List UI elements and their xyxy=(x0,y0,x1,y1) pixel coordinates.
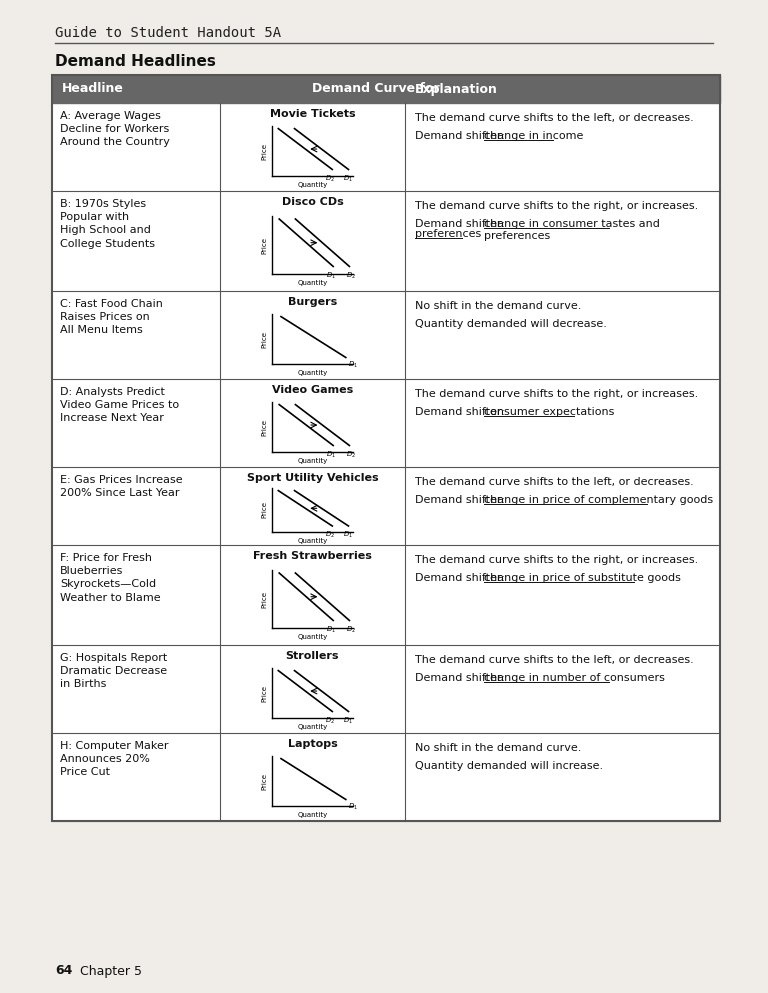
Bar xyxy=(52,467,720,545)
Text: Quantity: Quantity xyxy=(297,370,328,376)
Text: The demand curve shifts to the left, or decreases.: The demand curve shifts to the left, or … xyxy=(415,113,694,123)
Text: H: Computer Maker
Announces 20%
Price Cut: H: Computer Maker Announces 20% Price Cu… xyxy=(60,741,168,778)
Text: No shift in the demand curve.: No shift in the demand curve. xyxy=(415,301,581,311)
Bar xyxy=(52,379,720,467)
Text: $D_1$: $D_1$ xyxy=(343,174,353,184)
Bar xyxy=(52,291,720,379)
Text: change in number of consumers: change in number of consumers xyxy=(484,673,664,683)
Text: Quantity: Quantity xyxy=(297,182,328,189)
Text: $D_2$: $D_2$ xyxy=(326,716,336,726)
Text: F: Price for Fresh
Blueberries
Skyrockets—Cold
Weather to Blame: F: Price for Fresh Blueberries Skyrocket… xyxy=(60,553,161,603)
Text: Movie Tickets: Movie Tickets xyxy=(270,109,356,119)
Text: Demand shifter:: Demand shifter: xyxy=(415,219,508,229)
Text: Quantity: Quantity xyxy=(297,280,328,286)
Bar xyxy=(52,75,720,821)
Bar xyxy=(52,545,720,645)
Text: preferences: preferences xyxy=(415,229,482,239)
Text: Quantity: Quantity xyxy=(297,724,328,730)
Text: Disco CDs: Disco CDs xyxy=(282,197,343,207)
Text: Laptops: Laptops xyxy=(288,739,337,749)
Text: $D_2$: $D_2$ xyxy=(346,450,356,460)
Text: B: 1970s Styles
Popular with
High School and
College Students: B: 1970s Styles Popular with High School… xyxy=(60,199,155,248)
Text: Quantity: Quantity xyxy=(297,812,328,818)
Text: E: Gas Prices Increase
200% Since Last Year: E: Gas Prices Increase 200% Since Last Y… xyxy=(60,475,183,498)
Bar xyxy=(52,733,720,821)
Text: Quantity demanded will increase.: Quantity demanded will increase. xyxy=(415,761,603,771)
Text: $D_2$: $D_2$ xyxy=(326,530,336,540)
Bar xyxy=(52,75,720,103)
Text: Quantity: Quantity xyxy=(297,635,328,640)
Text: Price: Price xyxy=(261,418,267,436)
Text: Price: Price xyxy=(261,143,267,160)
Text: Demand shifter:: Demand shifter: xyxy=(415,131,508,141)
Bar xyxy=(52,191,720,291)
Text: Quantity: Quantity xyxy=(297,538,328,544)
Text: The demand curve shifts to the right, or increases.: The demand curve shifts to the right, or… xyxy=(415,389,698,399)
Text: A: Average Wages
Decline for Workers
Around the Country: A: Average Wages Decline for Workers Aro… xyxy=(60,111,170,147)
Text: $D_1$: $D_1$ xyxy=(343,716,353,726)
Text: Guide to Student Handout 5A: Guide to Student Handout 5A xyxy=(55,26,281,40)
Text: $D_2$: $D_2$ xyxy=(326,174,336,184)
Text: Headline: Headline xyxy=(62,82,124,95)
Text: change in income: change in income xyxy=(484,131,583,141)
Text: Demand Curve for: Demand Curve for xyxy=(313,82,440,95)
Text: consumer expectations: consumer expectations xyxy=(484,407,614,417)
Text: $D_2$: $D_2$ xyxy=(346,625,356,635)
Text: $D_1$: $D_1$ xyxy=(343,530,353,540)
Text: $D_1$: $D_1$ xyxy=(326,450,336,460)
Text: Burgers: Burgers xyxy=(288,297,337,307)
Text: Quantity demanded will decrease.: Quantity demanded will decrease. xyxy=(415,319,607,329)
Text: Price: Price xyxy=(261,236,267,253)
Text: Video Games: Video Games xyxy=(272,385,353,395)
Text: $D_2$: $D_2$ xyxy=(346,270,356,281)
Text: change in price of substitute goods: change in price of substitute goods xyxy=(484,573,680,583)
Text: Demand shifter:: Demand shifter: xyxy=(415,495,508,505)
Text: Sport Utility Vehicles: Sport Utility Vehicles xyxy=(247,473,379,483)
Text: The demand curve shifts to the right, or increases.: The demand curve shifts to the right, or… xyxy=(415,201,698,211)
Text: The demand curve shifts to the right, or increases.: The demand curve shifts to the right, or… xyxy=(415,555,698,565)
Text: Price: Price xyxy=(261,501,267,518)
Text: Price: Price xyxy=(261,684,267,701)
Text: $D_1$: $D_1$ xyxy=(326,625,336,635)
Text: Demand Headlines: Demand Headlines xyxy=(55,54,216,69)
Text: D: Analysts Predict
Video Game Prices to
Increase Next Year: D: Analysts Predict Video Game Prices to… xyxy=(60,387,179,423)
Text: change in consumer tastes and
preferences: change in consumer tastes and preference… xyxy=(484,219,660,240)
Bar xyxy=(52,103,720,191)
Text: $D_1$: $D_1$ xyxy=(348,359,358,369)
Text: Demand shifter:: Demand shifter: xyxy=(415,673,508,683)
Text: 64: 64 xyxy=(55,964,72,977)
Text: $D_1$: $D_1$ xyxy=(348,801,358,811)
Text: Demand shifter:: Demand shifter: xyxy=(415,407,508,417)
Bar xyxy=(52,645,720,733)
Text: No shift in the demand curve.: No shift in the demand curve. xyxy=(415,743,581,753)
Text: Price: Price xyxy=(261,331,267,348)
Text: G: Hospitals Report
Dramatic Decrease
in Births: G: Hospitals Report Dramatic Decrease in… xyxy=(60,653,167,689)
Text: $D_1$: $D_1$ xyxy=(326,270,336,281)
Text: The demand curve shifts to the left, or decreases.: The demand curve shifts to the left, or … xyxy=(415,477,694,487)
Text: Strollers: Strollers xyxy=(286,651,339,661)
Text: Price: Price xyxy=(261,591,267,608)
Text: Explanation: Explanation xyxy=(415,82,498,95)
Text: change in price of complementary goods: change in price of complementary goods xyxy=(484,495,713,505)
Text: Quantity: Quantity xyxy=(297,458,328,464)
Text: Price: Price xyxy=(261,773,267,789)
Text: C: Fast Food Chain
Raises Prices on
All Menu Items: C: Fast Food Chain Raises Prices on All … xyxy=(60,299,163,336)
Text: Chapter 5: Chapter 5 xyxy=(80,964,142,977)
Text: Fresh Strawberries: Fresh Strawberries xyxy=(253,551,372,561)
Text: Demand shifter:: Demand shifter: xyxy=(415,573,508,583)
Text: The demand curve shifts to the left, or decreases.: The demand curve shifts to the left, or … xyxy=(415,655,694,665)
